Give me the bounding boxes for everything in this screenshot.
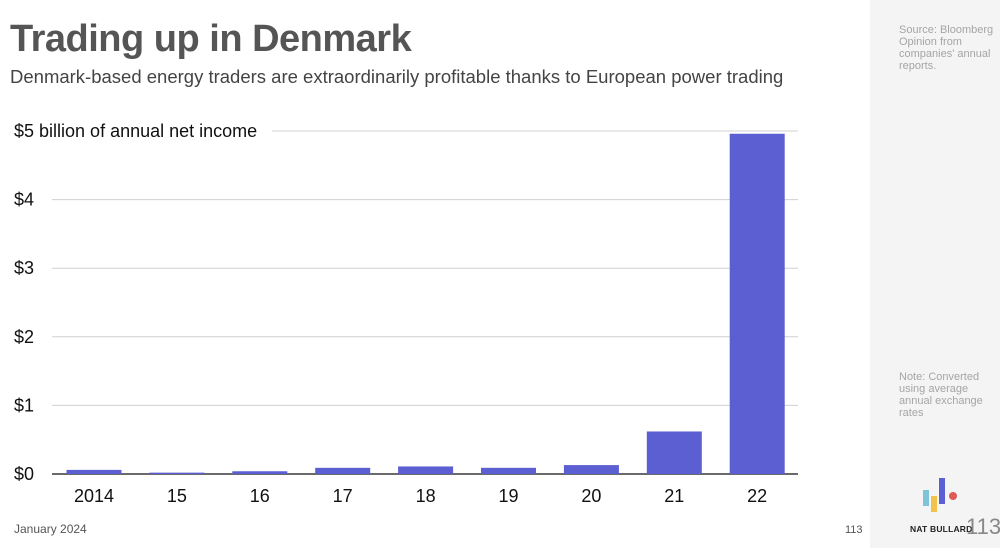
bar-22	[729, 133, 785, 474]
x-tick-label: 22	[747, 486, 767, 506]
x-tick-label: 21	[664, 486, 684, 506]
x-tick-label: 18	[416, 486, 436, 506]
sidebar: Source: Bloomberg Opinion from companies…	[870, 0, 1000, 548]
y-tick-label: $5 billion of annual net income	[14, 121, 257, 141]
chart-title: Trading up in Denmark	[10, 18, 412, 60]
bar-20	[563, 465, 619, 474]
bar-chart: $5 billion of annual net income $4 $3 $2 $1 $…	[10, 119, 798, 506]
x-tick-label: 17	[333, 486, 353, 506]
footer-page-number: 113	[845, 524, 863, 536]
bar-15	[149, 472, 205, 474]
y-tick-label: $0	[14, 464, 34, 484]
y-label-background	[10, 119, 272, 143]
bar-16	[232, 471, 288, 474]
sidebar-page-number: 113	[966, 514, 1000, 539]
x-tick-label: 16	[250, 486, 270, 506]
method-note: Note: Converted using average annual exc…	[899, 371, 983, 419]
footer-date: January 2024	[14, 522, 87, 536]
brand-name: NAT BULLARD	[910, 524, 973, 534]
y-tick-label: $4	[14, 190, 34, 210]
bar-18	[398, 466, 454, 474]
y-tick-label: $3	[14, 258, 34, 278]
source-note: Source: Bloomberg Opinion from companies…	[899, 24, 994, 72]
x-tick-label: 20	[581, 486, 601, 506]
brand-logo-icon	[923, 478, 957, 512]
x-tick-label: 2014	[74, 486, 114, 506]
x-tick-label: 15	[167, 486, 187, 506]
y-tick-label: $1	[14, 395, 34, 415]
y-tick-label: $2	[14, 327, 34, 347]
bar-17	[315, 467, 371, 474]
bar-19	[481, 467, 536, 474]
main-panel: Trading up in Denmark Denmark-based ener…	[10, 18, 863, 536]
x-tick-label: 19	[498, 486, 518, 506]
bar-2014	[66, 469, 122, 474]
bar-21	[646, 431, 702, 474]
chart-subtitle: Denmark-based energy traders are extraor…	[10, 66, 784, 87]
